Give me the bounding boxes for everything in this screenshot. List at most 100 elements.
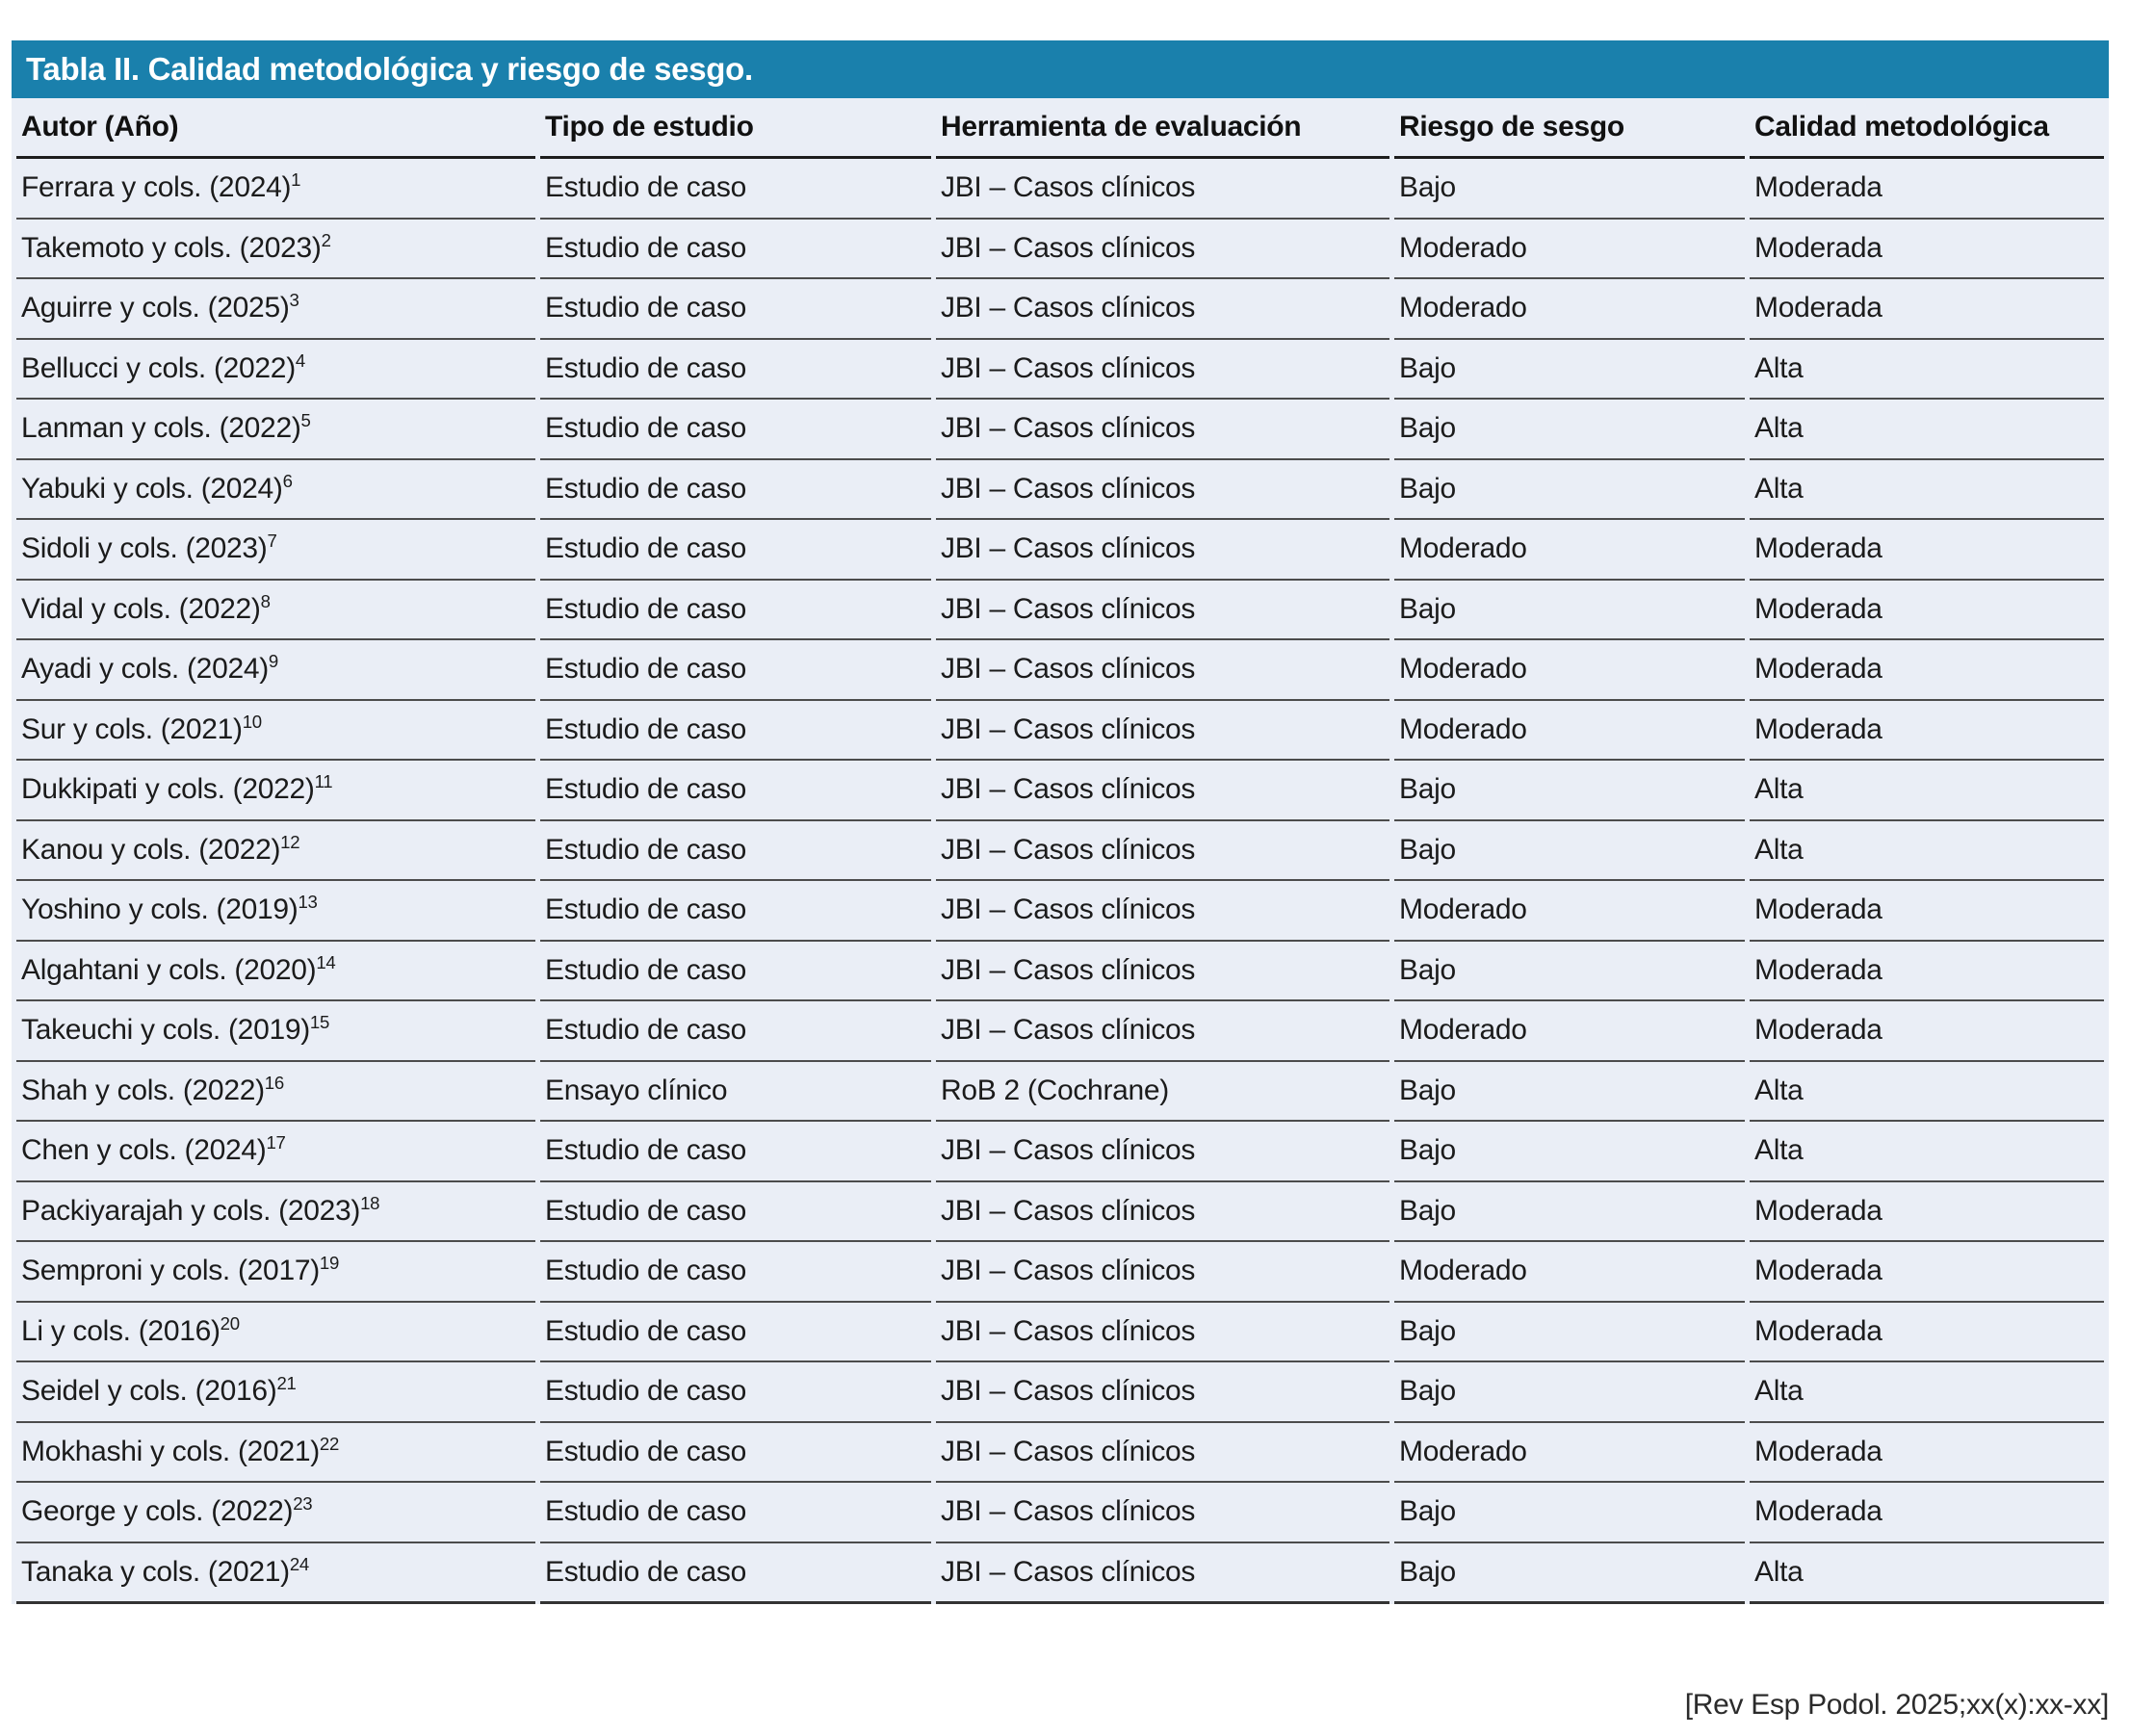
quality-cell: Alta — [1750, 1122, 2104, 1182]
risk-cell: Bajo — [1394, 1483, 1745, 1543]
reference-superscript: 14 — [316, 951, 336, 972]
risk-cell: Moderado — [1394, 279, 1745, 340]
table-row: Ferrara y cols. (2024)1 Estudio de caso JB… — [16, 159, 2104, 220]
tool-cell: JBI – Casos clínicos — [936, 1122, 1389, 1182]
tool-cell: JBI – Casos clínicos — [936, 881, 1389, 942]
author-cell: Chen y cols. (2024)17 — [16, 1122, 535, 1182]
author-cell: Lanman y cols. (2022)5 — [16, 400, 535, 460]
table-body: Ferrara y cols. (2024)1 Estudio de caso JB… — [16, 159, 2104, 1604]
risk-cell: Moderado — [1394, 640, 1745, 701]
tool-cell: JBI – Casos clínicos — [936, 1362, 1389, 1423]
reference-superscript: 2 — [321, 229, 331, 250]
quality-cell: Moderada — [1750, 701, 2104, 761]
risk-cell: Bajo — [1394, 581, 1745, 640]
reference-superscript: 7 — [267, 531, 277, 552]
table-row: Sur y cols. (2021)10 Estudio de caso JBI –… — [16, 701, 2104, 761]
column-header-herramienta: Herramienta de evaluación — [936, 98, 1389, 159]
study-type-cell: Estudio de caso — [540, 1182, 931, 1242]
author-cell: Shah y cols. (2022)16 — [16, 1062, 535, 1122]
table-title: Tabla II. Calidad metodológica y riesgo … — [26, 51, 753, 87]
quality-cell: Moderada — [1750, 881, 2104, 942]
study-type-cell: Estudio de caso — [540, 761, 931, 821]
table-row: Chen y cols. (2024)17 Estudio de caso JBI … — [16, 1122, 2104, 1182]
tool-cell: JBI – Casos clínicos — [936, 220, 1389, 279]
risk-cell: Bajo — [1394, 340, 1745, 400]
risk-cell: Moderado — [1394, 1001, 1745, 1062]
study-type-cell: Estudio de caso — [540, 220, 931, 279]
quality-cell: Moderada — [1750, 279, 2104, 340]
study-type-cell: Estudio de caso — [540, 1543, 931, 1604]
reference-superscript: 3 — [289, 290, 299, 311]
reference-superscript: 21 — [276, 1373, 297, 1394]
study-type-cell: Estudio de caso — [540, 400, 931, 460]
study-type-cell: Ensayo clínico — [540, 1062, 931, 1122]
quality-cell: Alta — [1750, 460, 2104, 520]
reference-superscript: 19 — [319, 1253, 339, 1274]
risk-cell: Bajo — [1394, 1303, 1745, 1362]
study-type-cell: Estudio de caso — [540, 1001, 931, 1062]
tool-cell: JBI – Casos clínicos — [936, 640, 1389, 701]
author-cell: Bellucci y cols. (2022)4 — [16, 340, 535, 400]
table-row: Mokhashi y cols. (2021)22 Estudio de caso… — [16, 1423, 2104, 1483]
table-header: Autor (Año) Tipo de estudio Herramienta … — [16, 98, 2104, 159]
table-row: Algahtani y cols. (2020)14 Estudio de cas… — [16, 942, 2104, 1001]
reference-superscript: 12 — [280, 831, 300, 852]
table-row: Yoshino y cols. (2019)13 Estudio de caso J… — [16, 881, 2104, 942]
risk-cell: Bajo — [1394, 400, 1745, 460]
risk-cell: Bajo — [1394, 1182, 1745, 1242]
tool-cell: JBI – Casos clínicos — [936, 942, 1389, 1001]
risk-cell: Moderado — [1394, 520, 1745, 581]
quality-cell: Moderada — [1750, 640, 2104, 701]
risk-cell: Bajo — [1394, 1122, 1745, 1182]
reference-superscript: 8 — [260, 590, 271, 611]
quality-cell: Alta — [1750, 340, 2104, 400]
risk-cell: Bajo — [1394, 942, 1745, 1001]
methodological-quality-table: Autor (Año) Tipo de estudio Herramienta … — [12, 98, 2109, 1604]
tool-cell: JBI – Casos clínicos — [936, 340, 1389, 400]
risk-cell: Bajo — [1394, 1362, 1745, 1423]
tool-cell: JBI – Casos clínicos — [936, 279, 1389, 340]
study-type-cell: Estudio de caso — [540, 1423, 931, 1483]
tool-cell: JBI – Casos clínicos — [936, 1543, 1389, 1604]
study-type-cell: Estudio de caso — [540, 159, 931, 220]
study-type-cell: Estudio de caso — [540, 881, 931, 942]
quality-cell: Alta — [1750, 400, 2104, 460]
tool-cell: JBI – Casos clínicos — [936, 1001, 1389, 1062]
author-cell: Algahtani y cols. (2020)14 — [16, 942, 535, 1001]
column-header-tipo-de-estudio: Tipo de estudio — [540, 98, 931, 159]
author-cell: Sur y cols. (2021)10 — [16, 701, 535, 761]
reference-superscript: 9 — [268, 651, 278, 672]
table-row: Takeuchi y cols. (2019)15 Estudio de caso… — [16, 1001, 2104, 1062]
reference-superscript: 23 — [293, 1493, 313, 1515]
column-header-riesgo: Riesgo de sesgo — [1394, 98, 1745, 159]
reference-superscript: 10 — [242, 711, 262, 732]
author-cell: Seidel y cols. (2016)21 — [16, 1362, 535, 1423]
tool-cell: JBI – Casos clínicos — [936, 581, 1389, 640]
study-type-cell: Estudio de caso — [540, 1483, 931, 1543]
quality-cell: Alta — [1750, 1362, 2104, 1423]
risk-cell: Bajo — [1394, 1062, 1745, 1122]
table-row: Dukkipati y cols. (2022)11 Estudio de cas… — [16, 761, 2104, 821]
quality-cell: Moderada — [1750, 1483, 2104, 1543]
table-row: Shah y cols. (2022)16 Ensayo clínico RoB 2… — [16, 1062, 2104, 1122]
study-type-cell: Estudio de caso — [540, 520, 931, 581]
column-header-calidad: Calidad metodológica — [1750, 98, 2104, 159]
reference-superscript: 4 — [295, 350, 305, 371]
quality-cell: Moderada — [1750, 520, 2104, 581]
author-cell: Li y cols. (2016)20 — [16, 1303, 535, 1362]
study-type-cell: Estudio de caso — [540, 460, 931, 520]
quality-cell: Moderada — [1750, 1182, 2104, 1242]
study-type-cell: Estudio de caso — [540, 1122, 931, 1182]
author-cell: Ayadi y cols. (2024)9 — [16, 640, 535, 701]
risk-cell: Moderado — [1394, 1242, 1745, 1303]
risk-cell: Moderado — [1394, 881, 1745, 942]
study-type-cell: Estudio de caso — [540, 1242, 931, 1303]
quality-cell: Moderada — [1750, 1423, 2104, 1483]
study-type-cell: Estudio de caso — [540, 279, 931, 340]
quality-cell: Alta — [1750, 821, 2104, 881]
table-row: Packiyarajah y cols. (2023)18 Estudio de … — [16, 1182, 2104, 1242]
quality-cell: Moderada — [1750, 1001, 2104, 1062]
table-row: Aguirre y cols. (2025)3 Estudio de caso JB… — [16, 279, 2104, 340]
author-cell: Ferrara y cols. (2024)1 — [16, 159, 535, 220]
